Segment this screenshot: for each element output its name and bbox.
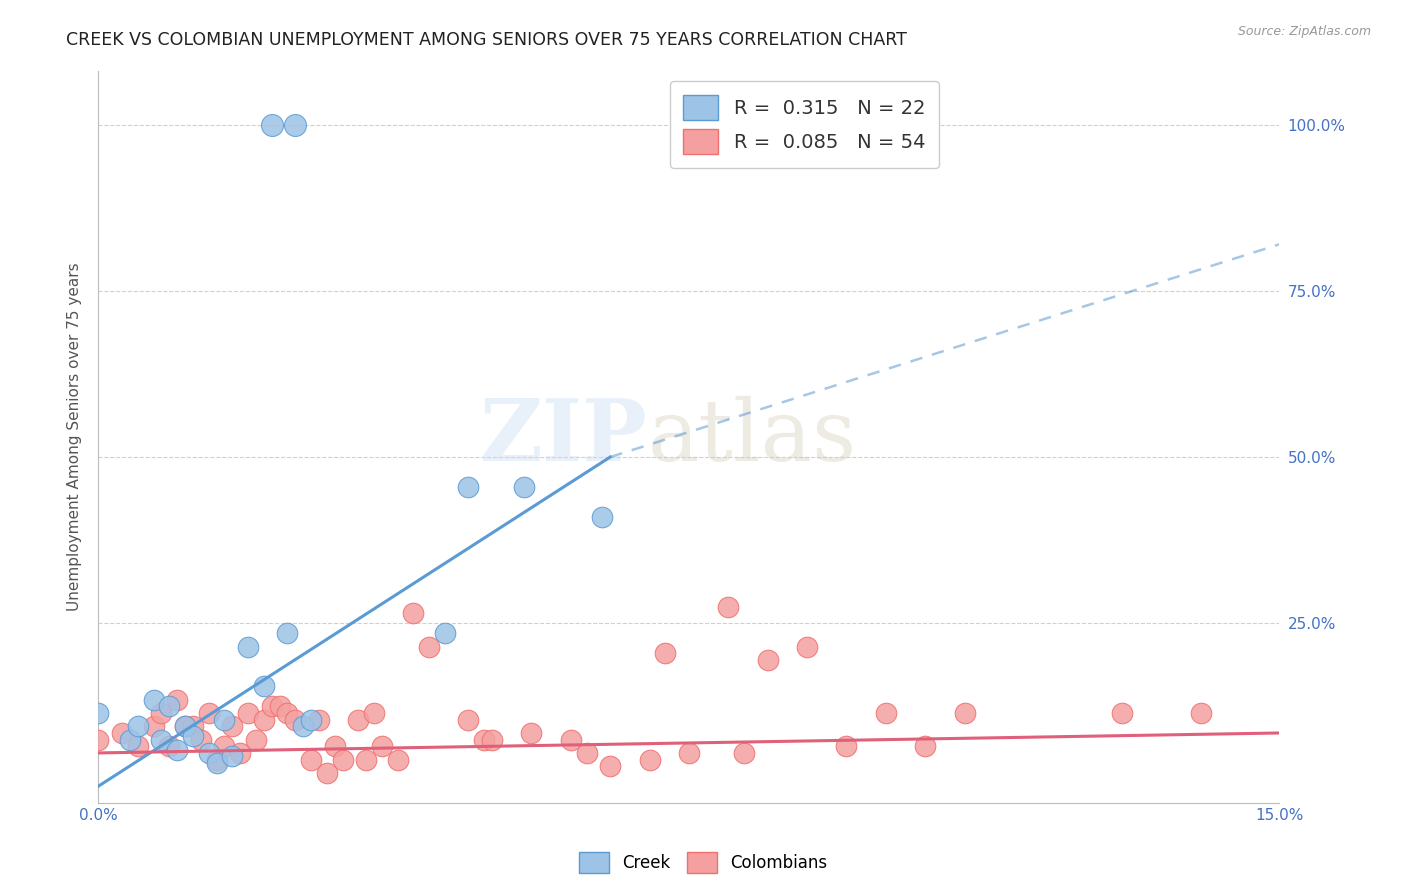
Point	[717, 599, 740, 614]
Point	[796, 640, 818, 654]
Point	[150, 732, 173, 747]
Point	[835, 739, 858, 754]
Point	[347, 713, 370, 727]
Point	[402, 607, 425, 621]
Point	[157, 699, 180, 714]
Point	[433, 626, 456, 640]
Point	[142, 719, 165, 733]
Point	[127, 739, 149, 754]
Point	[236, 706, 259, 720]
Point	[599, 759, 621, 773]
Point	[260, 118, 283, 132]
Point	[591, 509, 613, 524]
Point	[315, 765, 337, 780]
Point	[214, 739, 236, 754]
Point	[166, 742, 188, 756]
Point	[387, 753, 409, 767]
Point	[221, 749, 243, 764]
Point	[354, 753, 377, 767]
Point	[87, 706, 110, 720]
Point	[363, 706, 385, 720]
Point	[142, 692, 165, 706]
Point	[292, 719, 315, 733]
Point	[127, 719, 149, 733]
Point	[166, 692, 188, 706]
Point	[221, 719, 243, 733]
Y-axis label: Unemployment Among Seniors over 75 years: Unemployment Among Seniors over 75 years	[67, 263, 83, 611]
Point	[875, 706, 897, 720]
Point	[269, 699, 291, 714]
Point	[575, 746, 598, 760]
Point	[520, 726, 543, 740]
Point	[481, 732, 503, 747]
Point	[276, 626, 298, 640]
Point	[299, 753, 322, 767]
Point	[914, 739, 936, 754]
Point	[229, 746, 252, 760]
Text: CREEK VS COLOMBIAN UNEMPLOYMENT AMONG SENIORS OVER 75 YEARS CORRELATION CHART: CREEK VS COLOMBIAN UNEMPLOYMENT AMONG SE…	[66, 31, 907, 49]
Point	[276, 706, 298, 720]
Text: atlas: atlas	[648, 395, 856, 479]
Point	[560, 732, 582, 747]
Point	[678, 746, 700, 760]
Point	[332, 753, 354, 767]
Point	[174, 719, 197, 733]
Point	[654, 646, 676, 660]
Point	[308, 713, 330, 727]
Text: Source: ZipAtlas.com: Source: ZipAtlas.com	[1237, 25, 1371, 38]
Point	[253, 713, 276, 727]
Point	[190, 732, 212, 747]
Point	[197, 746, 219, 760]
Point	[1189, 706, 1212, 720]
Point	[284, 118, 307, 132]
Point	[111, 726, 134, 740]
Point	[253, 680, 276, 694]
Point	[205, 756, 228, 770]
Point	[284, 713, 307, 727]
Point	[197, 706, 219, 720]
Point	[733, 746, 755, 760]
Point	[181, 729, 204, 743]
Point	[457, 480, 479, 494]
Point	[953, 706, 976, 720]
Point	[150, 706, 173, 720]
Point	[214, 713, 236, 727]
Point	[1111, 706, 1133, 720]
Point	[205, 753, 228, 767]
Point	[174, 719, 197, 733]
Point	[236, 640, 259, 654]
Text: ZIP: ZIP	[479, 395, 648, 479]
Point	[472, 732, 495, 747]
Point	[512, 480, 534, 494]
Point	[638, 753, 661, 767]
Point	[457, 713, 479, 727]
Point	[87, 732, 110, 747]
Legend: Creek, Colombians: Creek, Colombians	[572, 846, 834, 880]
Point	[371, 739, 394, 754]
Point	[418, 640, 440, 654]
Point	[245, 732, 267, 747]
Point	[299, 713, 322, 727]
Point	[756, 653, 779, 667]
Point	[181, 719, 204, 733]
Point	[260, 699, 283, 714]
Legend: R =  0.315   N = 22, R =  0.085   N = 54: R = 0.315 N = 22, R = 0.085 N = 54	[669, 81, 939, 168]
Point	[118, 732, 141, 747]
Point	[323, 739, 346, 754]
Point	[157, 739, 180, 754]
